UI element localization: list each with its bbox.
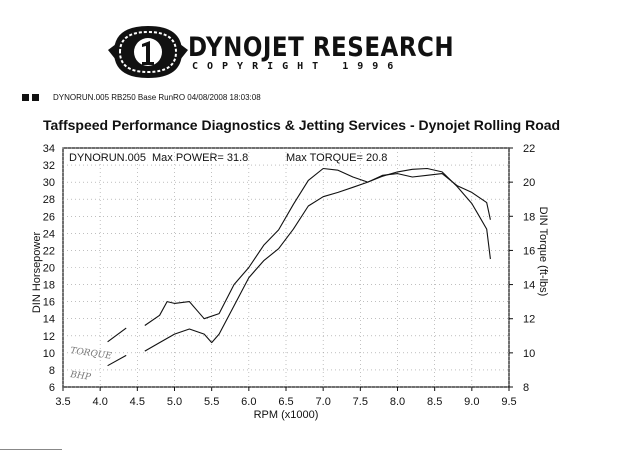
x-tick-label: 7.5 xyxy=(353,396,368,408)
torque-line xyxy=(144,167,491,326)
marker-square-icon xyxy=(32,94,39,101)
bhp-handwritten-label: BHP xyxy=(69,370,93,383)
bottom-rule xyxy=(0,449,62,450)
y-left-tick-label: 12 xyxy=(43,331,55,343)
y-left-tick-label: 6 xyxy=(49,382,55,394)
torque-annotation-line xyxy=(107,327,127,343)
dynojet-badge-icon xyxy=(108,26,188,78)
logo-title: DYNOJET RESEARCH xyxy=(188,33,455,63)
y-left-tick-label: 26 xyxy=(43,211,55,223)
y-left-tick-label: 30 xyxy=(43,177,55,189)
x-tick-label: 5.5 xyxy=(204,396,219,408)
y-left-tick-label: 24 xyxy=(43,228,55,240)
legend-run-label: DYNORUN.005 xyxy=(69,152,146,164)
y-left-tick-label: 8 xyxy=(49,365,55,377)
power-line xyxy=(144,167,491,352)
x-tick-label: 6.5 xyxy=(278,396,293,408)
x-tick-label: 4.0 xyxy=(93,396,108,408)
max-power-label: Max POWER= 31.8 xyxy=(152,152,248,164)
y-right-tick-label: 12 xyxy=(523,314,535,326)
y-left-tick-label: 18 xyxy=(43,280,55,292)
y-left-tick-label: 16 xyxy=(43,297,55,309)
y-right-tick-label: 14 xyxy=(523,280,535,292)
x-tick-label: 6.0 xyxy=(241,396,256,408)
y-right-tick-label: 16 xyxy=(523,245,535,257)
run-info-text: DYNORUN.005 RB250 Base RunRO 04/08/2008 … xyxy=(53,93,261,102)
y-right-tick-label: 8 xyxy=(523,382,529,394)
dynojet-logo: DYNOJET RESEARCH COPYRIGHT 1996 xyxy=(100,18,454,82)
y-right-tick-label: 10 xyxy=(523,348,535,360)
y-left-tick-label: 14 xyxy=(43,314,55,326)
y-left-tick-label: 20 xyxy=(43,263,55,275)
y-left-tick-label: 10 xyxy=(43,348,55,360)
bhp-annotation-line xyxy=(107,354,127,367)
x-axis-label: RPM (x1000) xyxy=(254,409,319,421)
logo-copyright: COPYRIGHT 1996 xyxy=(192,61,403,72)
x-tick-label: 8.0 xyxy=(390,396,405,408)
x-tick-label: 9.0 xyxy=(464,396,479,408)
x-tick-label: 7.0 xyxy=(316,396,331,408)
marker-square-icon xyxy=(22,94,29,101)
y-right-axis-label: DIN Torque (ft-lbs) xyxy=(537,207,549,297)
y-right-tick-label: 18 xyxy=(523,211,535,223)
run-info-line: DYNORUN.005 RB250 Base RunRO 04/08/2008 … xyxy=(22,93,261,102)
y-left-tick-label: 32 xyxy=(43,160,55,172)
x-tick-label: 4.5 xyxy=(130,396,145,408)
torque-handwritten-label: TORQUE xyxy=(70,346,113,362)
x-tick-label: 9.5 xyxy=(501,396,516,408)
chart-title: Taffspeed Performance Diagnostics & Jett… xyxy=(43,117,561,133)
y-left-axis-label: DIN Horsepower xyxy=(31,232,43,314)
y-right-tick-label: 22 xyxy=(523,143,535,155)
max-torque-label: Max TORQUE= 20.8 xyxy=(286,152,387,164)
y-left-tick-label: 22 xyxy=(43,245,55,257)
plot-frame xyxy=(62,147,510,388)
y-right-tick-label: 20 xyxy=(523,177,535,189)
x-tick-label: 3.5 xyxy=(55,396,70,408)
y-left-tick-label: 28 xyxy=(43,194,55,206)
x-tick-label: 8.5 xyxy=(427,396,442,408)
y-left-tick-label: 34 xyxy=(43,143,55,155)
x-tick-label: 5.0 xyxy=(167,396,182,408)
